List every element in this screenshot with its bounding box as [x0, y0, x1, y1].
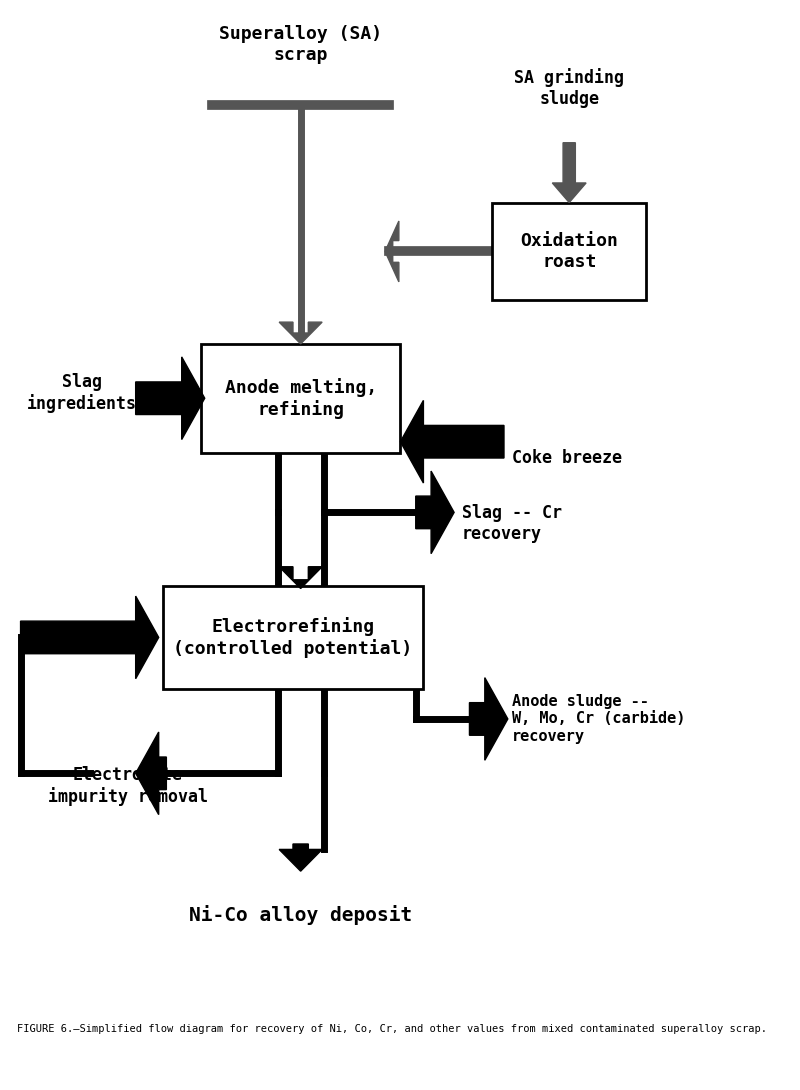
Text: Electrolyte
impurity removal: Electrolyte impurity removal: [48, 766, 208, 807]
Polygon shape: [552, 143, 586, 203]
Text: Slag
ingredients: Slag ingredients: [27, 373, 137, 413]
Polygon shape: [470, 678, 508, 760]
Polygon shape: [400, 400, 504, 483]
Polygon shape: [136, 356, 205, 439]
Polygon shape: [279, 844, 322, 871]
FancyBboxPatch shape: [493, 203, 646, 301]
Text: Electrorefining
(controlled potential): Electrorefining (controlled potential): [174, 617, 413, 658]
Text: Superalloy (SA)
scrap: Superalloy (SA) scrap: [219, 25, 382, 64]
Text: FIGURE 6.—Simplified flow diagram for recovery of Ni, Co, Cr, and other values f: FIGURE 6.—Simplified flow diagram for re…: [17, 1024, 766, 1033]
Text: Ni-Co alloy deposit: Ni-Co alloy deposit: [189, 905, 412, 924]
Text: Oxidation
roast: Oxidation roast: [520, 232, 618, 270]
FancyBboxPatch shape: [162, 585, 423, 689]
Polygon shape: [416, 471, 454, 554]
Text: SA grinding
sludge: SA grinding sludge: [514, 69, 624, 108]
Text: Anode melting,
refining: Anode melting, refining: [225, 378, 377, 419]
Text: Slag -- Cr
recovery: Slag -- Cr recovery: [462, 504, 562, 543]
Polygon shape: [136, 732, 166, 814]
FancyBboxPatch shape: [201, 343, 400, 452]
Polygon shape: [385, 221, 399, 282]
Polygon shape: [21, 596, 158, 679]
Polygon shape: [279, 567, 322, 589]
Text: Coke breeze: Coke breeze: [512, 449, 622, 467]
Text: Anode sludge --
W, Mo, Cr (carbide)
recovery: Anode sludge -- W, Mo, Cr (carbide) reco…: [512, 694, 685, 743]
Polygon shape: [279, 323, 322, 343]
